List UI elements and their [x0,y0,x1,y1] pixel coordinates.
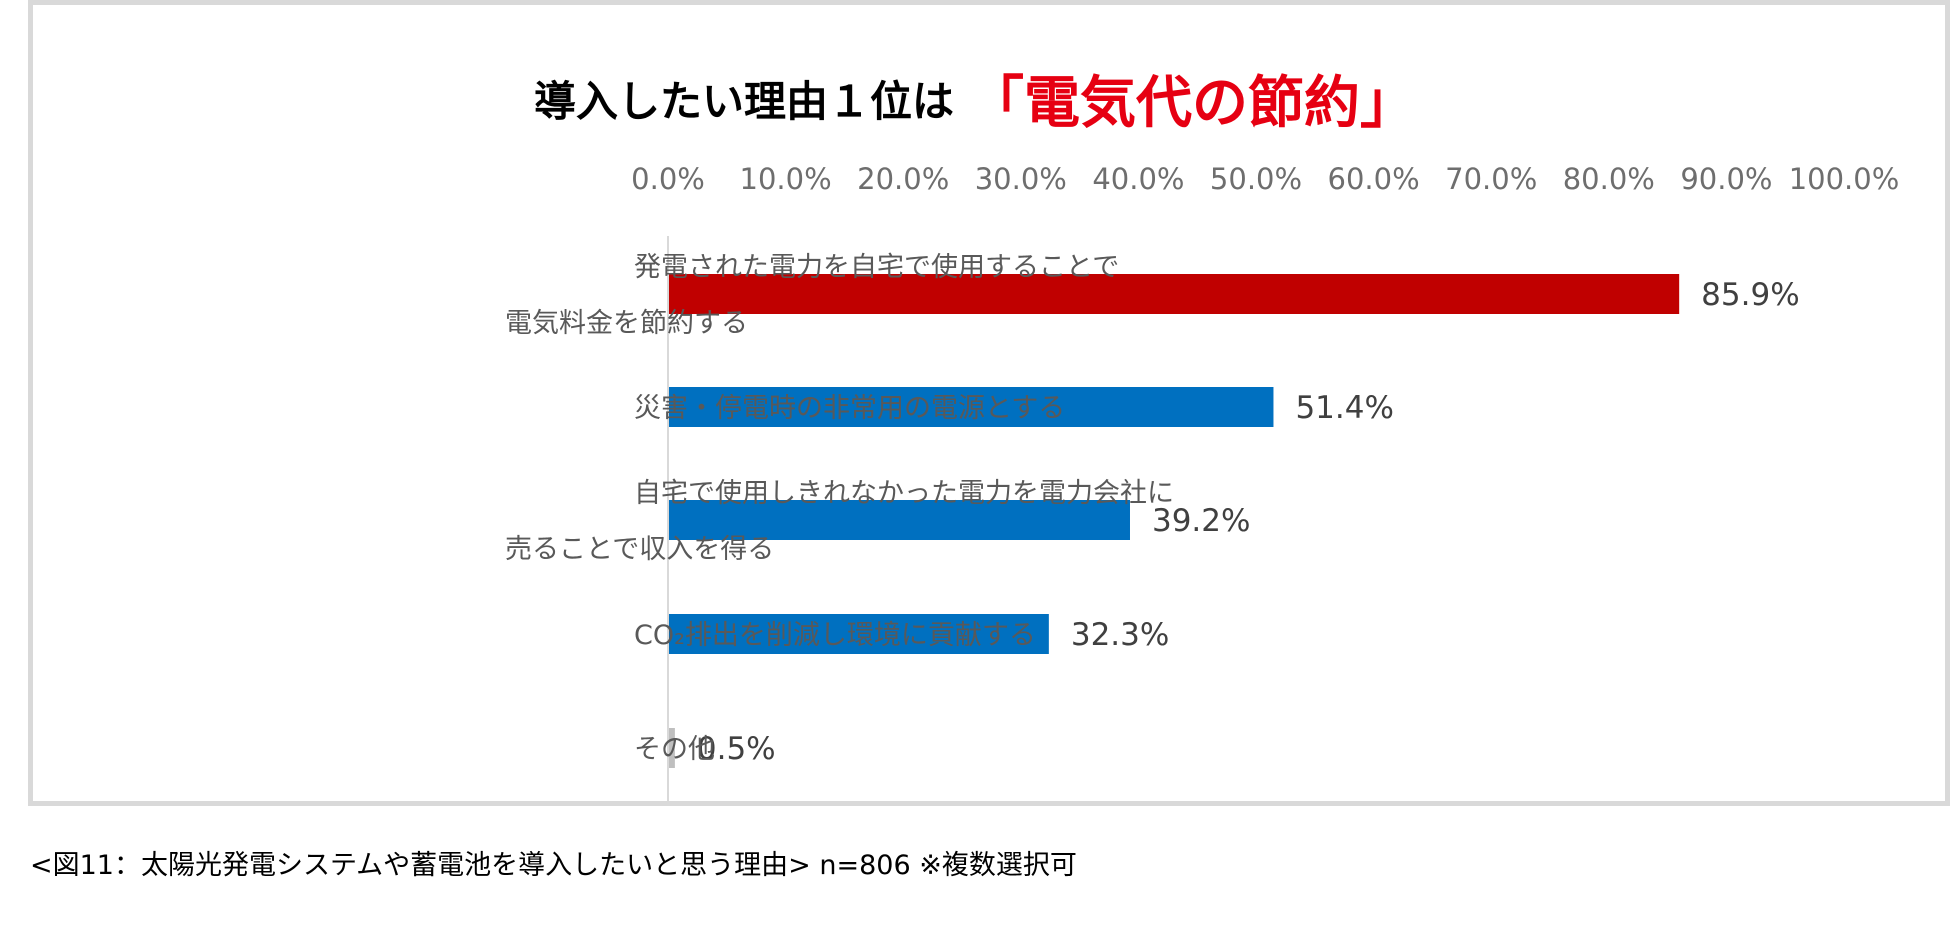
category-label: 自宅で使用しきれなかった電力を電力会社に [634,478,1174,509]
x-tick-label: 70.0% [1445,162,1537,196]
bar-value-label: 32.3% [1071,617,1169,653]
bar-chart: 0.0% 10.0% 20.0% 30.0% 40.0% 50.0% 60.0% 70.0% 8… [505,162,1900,806]
x-tick-label: 40.0% [1092,162,1184,196]
bar [669,387,1274,427]
x-tick-label: 50.0% [1210,162,1302,196]
bar [669,728,675,768]
category-label: CO₂排出を削減し環境に貢献する [634,620,1036,651]
x-tick-label: 10.0% [740,162,832,196]
x-tick-label: 60.0% [1328,162,1420,196]
category-label: 売ることで収入を得る [505,534,774,565]
x-tick-label: 0.0% [631,162,705,196]
x-tick-label: 90.0% [1680,162,1772,196]
bar-value-label: 51.4% [1295,390,1393,426]
bar-value-label: 0.5% [697,731,776,767]
chart-title-highlight: 「電気代の節約」 [968,71,1416,136]
x-tick-label: 80.0% [1563,162,1655,196]
x-tick-label: 100.0% [1789,162,1900,196]
x-tick-label: 20.0% [857,162,949,196]
chart-title: 導入したい理由１位は 「電気代の節約」 [0,58,1950,139]
category-label: 電気料金を節約する [505,308,748,339]
bar-value-label: 39.2% [1152,503,1250,539]
x-tick-label: 30.0% [975,162,1067,196]
bar [669,500,1130,540]
category-label: 災害・停電時の非常用の電源とする [634,393,1065,424]
category-label: 発電された電力を自宅で使用することで [634,252,1119,283]
bar [669,614,1049,654]
bar [669,274,1680,314]
chart-title-prefix: 導入したい理由１位は [533,77,954,126]
category-label: その他 [634,734,715,765]
figure-caption: <図11：太陽光発電システムや蓄電池を導入したいと思う理由> n=806 ※複数… [30,850,1077,881]
bar-value-label: 85.9% [1701,277,1799,313]
